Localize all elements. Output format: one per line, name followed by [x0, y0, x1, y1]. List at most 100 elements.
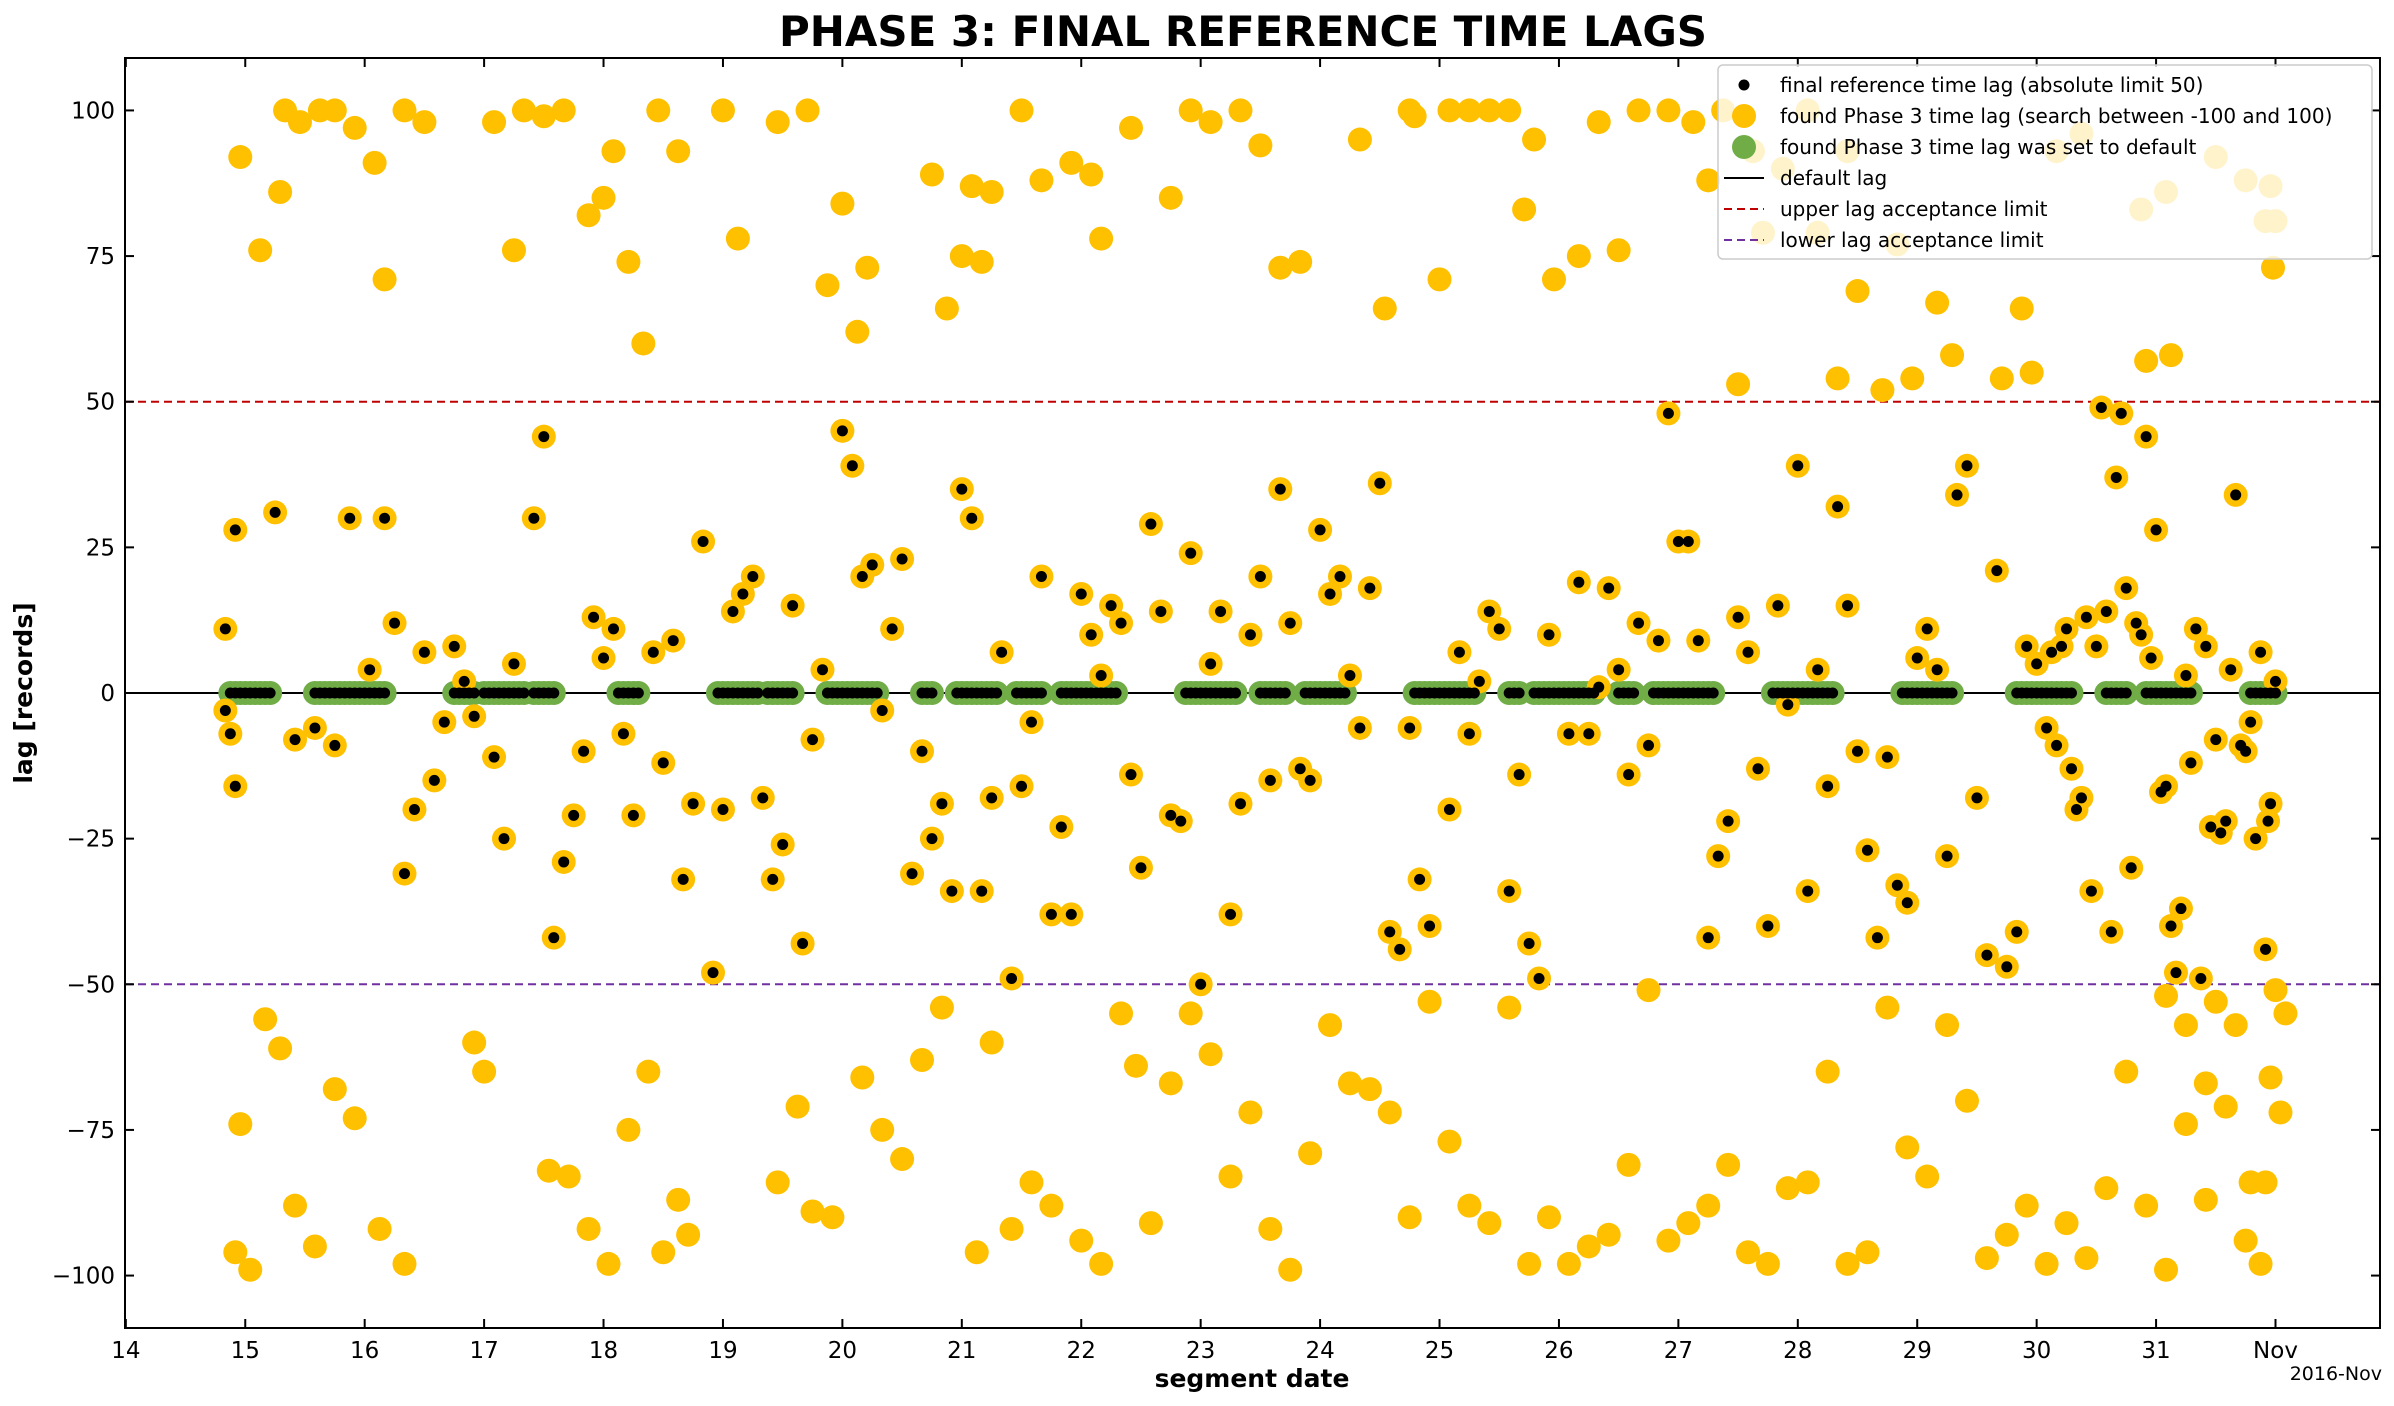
final-lag-point [1483, 605, 1495, 617]
found-lag-point [2134, 348, 2159, 373]
final-lag-point [518, 687, 530, 699]
found-lag-point [616, 1117, 641, 1142]
final-lag-point [538, 431, 550, 443]
found-lag-point [1940, 343, 1965, 368]
found-lag-point [964, 1240, 989, 1265]
found-lag-point [2173, 1013, 2198, 1038]
final-lag-point [1628, 687, 1640, 699]
final-lag-point [1324, 588, 1336, 600]
final-lag-point [657, 757, 669, 769]
x-tick-label: 18 [589, 1338, 618, 1364]
final-lag-point [2270, 675, 2282, 687]
final-lag-point [2051, 739, 2063, 751]
final-lag-point [1075, 588, 1087, 600]
found-lag-point [253, 1007, 278, 1032]
found-lag-point [2009, 296, 2034, 321]
final-lag-point [2140, 431, 2152, 443]
found-lag-point [1915, 1164, 1940, 1189]
final-lag-point [598, 652, 610, 664]
found-lag-point [979, 179, 1004, 204]
final-lag-point [2090, 640, 2102, 652]
found-lag-point [392, 98, 417, 123]
final-lag-point [1707, 687, 1719, 699]
final-lag-point [797, 938, 809, 950]
final-lag-point [986, 792, 998, 804]
final-lag-point [1692, 635, 1704, 647]
found-lag-point [1900, 366, 1925, 391]
final-lag-point [2245, 716, 2257, 728]
final-lag-point [2260, 943, 2272, 955]
final-lag-point [2115, 407, 2127, 419]
found-lag-point [666, 1187, 691, 1212]
final-lag-point [906, 868, 918, 880]
final-lag-point [428, 774, 440, 786]
found-lag-point [1417, 989, 1442, 1014]
x-tick-label: 29 [1903, 1338, 1932, 1364]
x-tick-label: 30 [2022, 1338, 2051, 1364]
found-lag-point [2074, 1246, 2099, 1271]
final-lag-point [1045, 908, 1057, 920]
found-lag-point [1696, 168, 1721, 193]
found-lag-point [1596, 1222, 1621, 1247]
x-tick-label: 27 [1664, 1338, 1693, 1364]
final-lag-point [1881, 751, 1893, 763]
found-lag-point [815, 273, 840, 298]
final-lag-point [418, 646, 430, 658]
found-lag-point [1681, 110, 1706, 135]
found-lag-point [1954, 1088, 1979, 1113]
final-lag-point [2230, 489, 2242, 501]
final-lag-point [946, 885, 958, 897]
final-lag-point [2100, 605, 2112, 617]
found-lag-point [1178, 1001, 1203, 1026]
final-lag-point [1234, 798, 1246, 810]
found-lag-point [2134, 1193, 2159, 1218]
found-lag-point [1835, 1251, 1860, 1276]
final-lag-point [1334, 570, 1346, 582]
x-tick-label: 17 [469, 1338, 498, 1364]
x-tick-label: 25 [1425, 1338, 1454, 1364]
final-lag-point [1006, 972, 1018, 984]
y-axis-ticks: −100 −75 −50 −25 0 25 50 75 100 [52, 98, 2380, 1290]
final-lag-point [1314, 524, 1326, 536]
final-lag-point [1946, 687, 1958, 699]
found-lag-point [1974, 1246, 1999, 1271]
final-lag-point [1752, 763, 1764, 775]
found-lag-point [1318, 1013, 1343, 1038]
found-lag-point [1123, 1053, 1148, 1078]
final-lag-point [737, 588, 749, 600]
found-lag-series [213, 98, 2298, 1282]
final-lag-point [1861, 844, 1873, 856]
final-lag-point [1682, 536, 1694, 548]
final-lag-point [1279, 687, 1291, 699]
found-lag-point [1497, 995, 1522, 1020]
found-lag-point [591, 185, 616, 210]
final-lag-point [677, 873, 689, 885]
final-lag-series [219, 402, 2282, 990]
found-lag-point [1268, 255, 1293, 280]
final-lag-point [1384, 926, 1396, 938]
found-lag-point [511, 98, 536, 123]
found-lag-point [472, 1059, 497, 1084]
final-lag-point [1891, 879, 1903, 891]
found-lag-point [1437, 1129, 1462, 1154]
found-lag-point [1158, 1071, 1183, 1096]
found-lag-point [934, 296, 959, 321]
final-lag-point [488, 751, 500, 763]
found-lag-point [2193, 1187, 2218, 1212]
final-lag-point [1662, 407, 1674, 419]
found-lag-point [785, 1094, 810, 1119]
found-lag-point [322, 98, 347, 123]
found-lag-point [959, 174, 984, 199]
found-lag-point [1397, 98, 1422, 123]
final-lag-point [1941, 850, 1953, 862]
final-lag-point [647, 646, 659, 658]
x-tick-label: 24 [1305, 1338, 1334, 1364]
final-lag-point [1633, 617, 1645, 629]
final-lag-point [219, 704, 231, 716]
found-lag-point [2203, 989, 2228, 1014]
final-lag-point [2220, 815, 2232, 827]
legend-box [1717, 64, 2373, 260]
found-lag-point [929, 995, 954, 1020]
y-tick-label: 0 [100, 681, 115, 707]
final-lag-point [289, 734, 301, 746]
